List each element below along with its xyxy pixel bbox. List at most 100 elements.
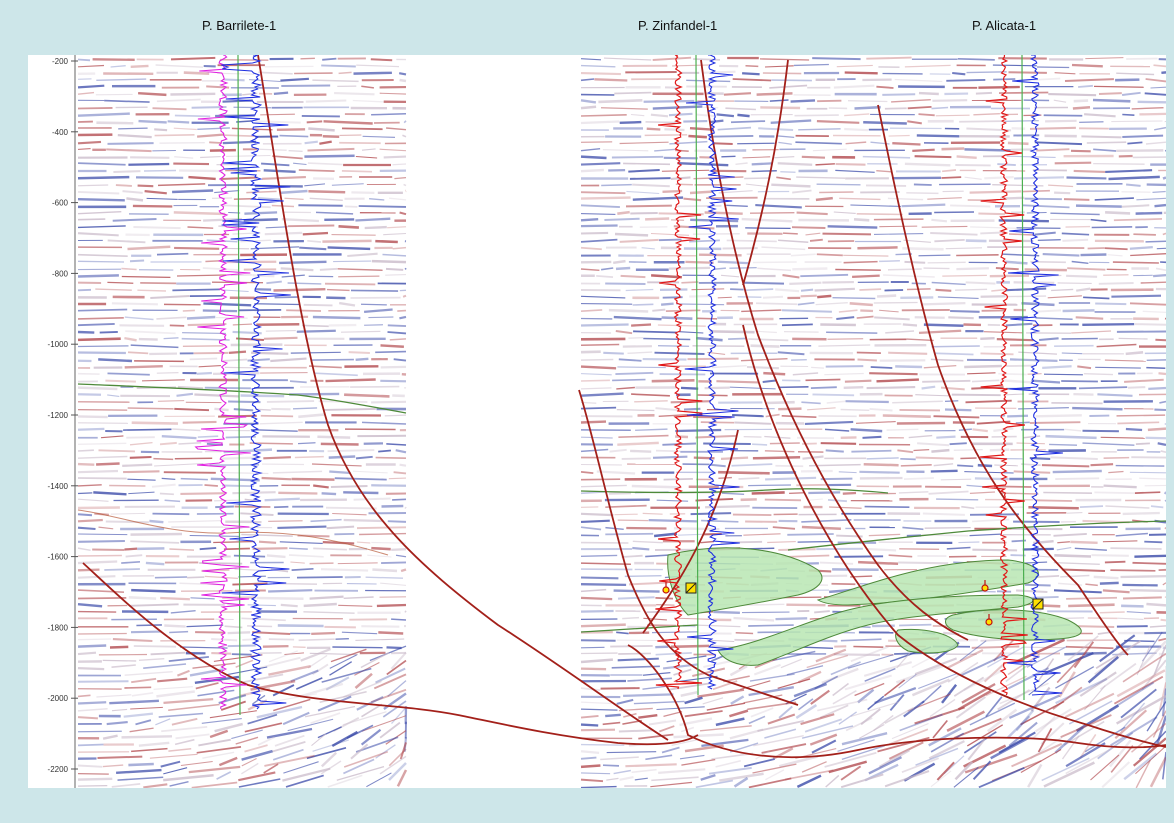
seismic-reflector <box>325 378 376 383</box>
seismic-reflector <box>121 267 137 271</box>
seismic-reflector <box>1153 64 1166 68</box>
seismic-reflector <box>630 113 645 117</box>
seismic-reflector <box>580 728 616 732</box>
seismic-reflector <box>613 259 626 265</box>
seismic-reflector <box>232 330 262 335</box>
seismic-reflector <box>757 720 804 732</box>
seismic-reflector <box>131 677 157 684</box>
seismic-reflector <box>385 267 404 271</box>
seismic-reflector <box>249 79 281 83</box>
seismic-reflector <box>841 732 888 746</box>
seismic-reflector <box>77 638 112 641</box>
seismic-reflector <box>238 778 281 788</box>
seismic-reflector <box>815 648 847 663</box>
seismic-reflector <box>110 512 146 515</box>
seismic-reflector <box>189 357 218 361</box>
seismic-reflector <box>913 448 930 452</box>
horizon-line <box>580 488 889 494</box>
seismic-reflector <box>130 630 162 634</box>
seismic-reflector <box>77 308 128 312</box>
seismic-reflector <box>953 676 985 697</box>
seismic-reflector <box>580 196 631 200</box>
seismic-reflector <box>235 736 259 745</box>
seismic-reflector <box>657 324 706 327</box>
seismic-reflector <box>341 127 383 131</box>
seismic-reflector <box>723 92 752 96</box>
seismic-reflector <box>888 741 924 760</box>
seismic-reflector <box>580 218 599 222</box>
seismic-reflector <box>379 755 407 775</box>
seismic-reflector <box>1126 183 1141 187</box>
seismic-reflector <box>606 751 657 754</box>
seismic-reflector <box>1103 456 1130 459</box>
seismic-reflector <box>308 365 342 369</box>
seismic-reflector <box>1143 617 1160 620</box>
seismic-reflector <box>654 351 705 355</box>
seismic-reflector <box>964 753 1018 774</box>
seismic-reflector <box>258 656 301 670</box>
seismic-reflector <box>102 764 124 768</box>
seismic-reflector <box>1108 470 1124 474</box>
seismic-reflector <box>700 773 716 781</box>
seismic-reflector <box>728 337 746 340</box>
seismic-reflector <box>1086 141 1127 144</box>
seismic-reflector <box>856 351 881 355</box>
seismic-reflector <box>174 156 194 159</box>
seismic-reflector <box>715 717 745 727</box>
seismic-reflector <box>239 673 284 684</box>
seismic-reflector <box>580 303 633 305</box>
seismic-reflector <box>1162 232 1166 236</box>
seismic-reflector <box>324 625 356 629</box>
seismic-reflector <box>140 281 177 285</box>
seismic-reflector <box>792 267 828 271</box>
seismic-reflector <box>985 675 1027 697</box>
seismic-reflector <box>371 546 391 551</box>
seismic-reflector <box>655 645 669 649</box>
seismic-reflector <box>1023 435 1041 439</box>
seismic-reflector <box>1077 365 1092 370</box>
seismic-reflector <box>704 386 730 390</box>
seismic-reflector <box>616 386 635 390</box>
seismic-reflector <box>904 260 926 264</box>
seismic-reflector <box>1064 78 1114 82</box>
seismic-reflector <box>1052 469 1102 474</box>
seismic-reflector <box>320 760 342 775</box>
seismic-reflector <box>822 232 872 236</box>
seismic-reflector <box>652 56 692 61</box>
seismic-reflector <box>1161 688 1166 717</box>
seismic-reflector <box>786 603 826 607</box>
seismic-reflector <box>242 638 262 641</box>
seismic-reflector <box>679 754 705 760</box>
seismic-reflector <box>617 210 630 215</box>
seismic-reflector <box>304 705 356 718</box>
seismic-reflector <box>618 652 651 655</box>
seismic-reflector <box>751 491 785 495</box>
seismic-reflector <box>896 421 946 425</box>
seismic-reflector <box>180 760 213 767</box>
seismic-reflector <box>281 218 319 223</box>
seismic-reflector <box>752 443 768 446</box>
seismic-reflector <box>77 539 125 543</box>
seismic-reflector <box>580 778 604 783</box>
seismic-reflector <box>580 58 602 61</box>
seismic-reflector <box>238 575 266 578</box>
seismic-reflector <box>932 99 968 102</box>
seismic-reflector <box>643 337 691 341</box>
seismic-reflector <box>619 776 634 781</box>
seismic-reflector <box>888 351 928 355</box>
seismic-reflector <box>232 323 253 326</box>
seismic-reflector <box>631 768 657 774</box>
seismic-reflector <box>760 106 801 110</box>
seismic-reflector <box>605 713 621 718</box>
seismic-reflector <box>343 518 383 523</box>
seismic-reflector <box>351 191 375 195</box>
seismic-reflector <box>129 441 153 446</box>
seismic-reflector <box>159 492 174 496</box>
seismic-reflector <box>771 79 812 82</box>
seismic-reflector <box>164 624 186 628</box>
seismic-reflector <box>850 701 899 717</box>
seismic-reflector <box>580 562 631 566</box>
seismic-reflector <box>375 456 407 460</box>
seismic-reflector <box>196 371 212 375</box>
seismic-reflector <box>1075 316 1104 320</box>
